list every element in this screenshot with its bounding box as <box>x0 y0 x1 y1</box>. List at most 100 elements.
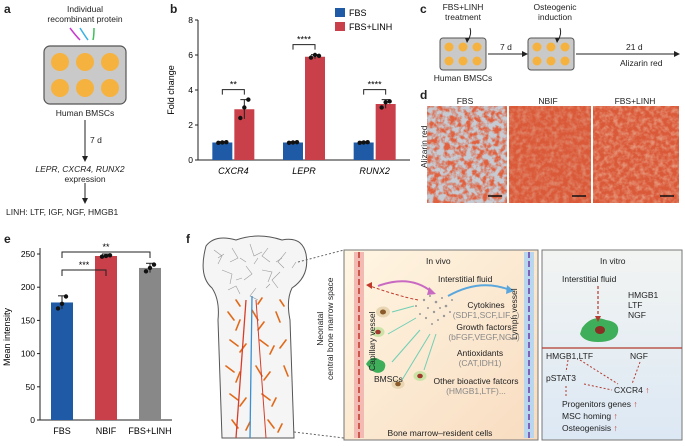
b-point <box>383 100 388 105</box>
invitro-label: In vitro <box>600 256 626 266</box>
cxcr4-label: CXCR4 ↑ <box>614 385 649 395</box>
resident-label: Bone marrow–resident cells <box>387 428 493 438</box>
arrow-to-capillary <box>369 285 419 301</box>
b-bar-FBS-CXCR4 <box>212 142 233 160</box>
b-bar-FBS-LEPR <box>283 142 303 160</box>
expression-genes: LEPR, CXCR4, RUNX2 <box>35 164 125 174</box>
growth-label: Growth factors <box>456 322 512 332</box>
b-ytick-label: 8 <box>188 15 193 25</box>
pathway-arrows <box>565 359 641 398</box>
b-point <box>387 99 392 104</box>
b-ytick-label: 2 <box>188 120 193 130</box>
other-label: Other bioactive fatcors <box>433 376 519 386</box>
c-stain: Alizarin red <box>620 58 663 68</box>
e-sig-bracket-inner <box>61 269 107 276</box>
plate-wells <box>51 53 119 97</box>
b-sig-label: ** <box>230 80 238 90</box>
e-ytick-label: 100 <box>21 349 35 359</box>
chart-b: 0 2 4 6 8 Fold change CXCR4 ** LEPR **** RUNX2 ****… <box>166 8 410 176</box>
e-point <box>143 269 149 274</box>
e-point <box>151 262 157 267</box>
expression-word: expression <box>64 174 106 184</box>
b-point <box>242 105 247 110</box>
b-legend-swatch-0 <box>335 8 345 17</box>
capillary-label: Capillary vessel <box>367 311 377 371</box>
e-category-label: NBIF <box>96 426 117 436</box>
linh-text: LINH: LTF, IGF, NGF, HMGB1 <box>6 207 119 217</box>
e-point <box>55 306 61 311</box>
e-point <box>147 265 153 271</box>
e-ytick-label: 150 <box>21 315 35 325</box>
e-ytick-label: 250 <box>21 249 35 259</box>
homing-text: MSC homing <box>562 411 612 421</box>
e-point <box>63 294 69 299</box>
panel-d-label: d <box>420 88 428 102</box>
b-point <box>216 140 221 146</box>
b-point <box>357 140 362 146</box>
b-point <box>286 140 292 146</box>
chart-e: 0 50 100 150 200 250 Mean intensity FBS NBIF FBS+… <box>2 242 172 436</box>
progenitors-up-icon: ↑ <box>633 399 638 409</box>
b-point <box>316 53 322 59</box>
b-category-label: RUNX2 <box>359 166 390 176</box>
e-ytick-label: 50 <box>26 382 36 392</box>
b-sig-bracket <box>292 44 316 50</box>
cytokines-sub: (SDF1,SCF,LIF...) <box>452 310 520 320</box>
b-ytick-label: 0 <box>188 155 193 165</box>
bone-illustration <box>202 235 308 439</box>
hmgb1-ltf-label: HMGB1,LTF <box>546 351 594 361</box>
arrow-to-cloud <box>377 280 433 293</box>
e-sig-label-outer: ** <box>102 242 110 252</box>
e-sig-label-inner: *** <box>79 260 90 270</box>
pstat3-label: pSTAT3 <box>546 373 576 383</box>
b-point <box>294 139 300 145</box>
e-sig-bracket-outer <box>61 251 151 258</box>
b-point <box>361 140 366 145</box>
other-sub: (HMGB1,LTF)... <box>446 386 506 396</box>
e-point <box>59 301 65 306</box>
b-category-label: LEPR <box>292 166 316 176</box>
invitro-factors: HMGB1 LTF NGF <box>628 290 659 320</box>
protein-text: Individual recombinant protein <box>47 4 123 24</box>
bmscs-label: BMSCs <box>374 374 403 384</box>
ngf-label: NGF <box>630 351 648 361</box>
b-bar-FBS+LINH-LEPR <box>305 56 325 160</box>
panel-a-label: a <box>4 2 11 16</box>
interstitial-label: Interstitial fluid <box>438 274 493 284</box>
invitro-box <box>541 249 683 441</box>
e-ytick-label: 0 <box>30 415 35 425</box>
b-sig-label: **** <box>368 80 383 90</box>
d-col-nbif: NBIF <box>538 96 558 106</box>
progenitors-text: Progenitors genes <box>562 399 631 409</box>
osteo-label: Osteogenisis ↑ <box>562 423 618 433</box>
invitro-fluid-label: Interstitial fluid <box>562 274 617 284</box>
growth-sub: (bFGF,VEGF,NGF) <box>448 332 520 342</box>
particle-cloud <box>415 295 453 325</box>
b-sig-bracket <box>221 89 245 95</box>
b-point <box>379 105 384 110</box>
b-point <box>238 115 243 121</box>
antiox-label: Antioxidants <box>456 348 504 358</box>
progenitors-label: Progenitors genes ↑ <box>562 399 638 409</box>
e-point <box>99 254 105 259</box>
b-point <box>220 140 225 145</box>
b-point <box>312 52 318 58</box>
pipette-arrow-cyan <box>79 27 89 41</box>
e-category-label: FBS+LINH <box>128 426 171 436</box>
invivo-box <box>343 249 539 441</box>
b-sig-label: **** <box>297 35 312 45</box>
b-point <box>290 140 296 145</box>
d-col-fbs: FBS <box>456 96 474 106</box>
homing-up-icon: ↑ <box>613 411 618 421</box>
e-bar-FBS <box>51 302 73 420</box>
cxcr4-up-icon: ↑ <box>645 385 650 395</box>
b-point <box>224 139 229 145</box>
e-bar-FBS+LINH <box>139 267 161 420</box>
b-ylabel: Fold change <box>166 65 176 115</box>
e-ytick-label: 200 <box>21 282 35 292</box>
panel-e-label: e <box>4 232 11 246</box>
b-bar-FBS+LINH-CXCR4 <box>234 109 255 160</box>
